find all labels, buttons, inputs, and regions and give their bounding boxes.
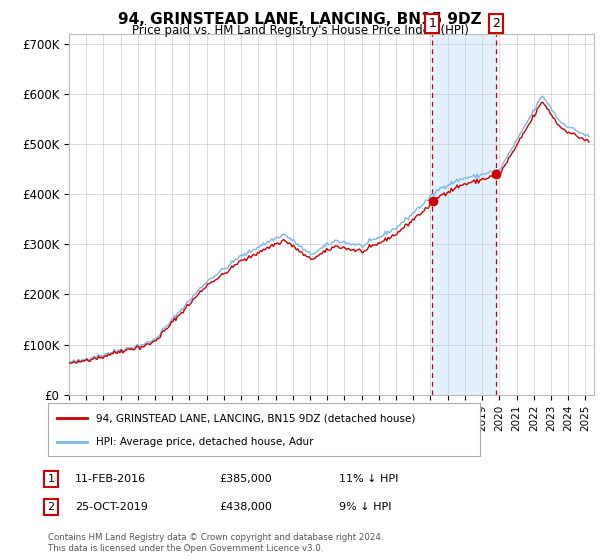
- Text: 2: 2: [47, 502, 55, 512]
- Text: Contains HM Land Registry data © Crown copyright and database right 2024.
This d: Contains HM Land Registry data © Crown c…: [48, 533, 383, 553]
- Text: £385,000: £385,000: [219, 474, 272, 484]
- Text: 1: 1: [428, 17, 436, 30]
- Text: 94, GRINSTEAD LANE, LANCING, BN15 9DZ (detached house): 94, GRINSTEAD LANE, LANCING, BN15 9DZ (d…: [95, 413, 415, 423]
- Text: 2: 2: [492, 17, 500, 30]
- Text: 11% ↓ HPI: 11% ↓ HPI: [339, 474, 398, 484]
- Text: 25-OCT-2019: 25-OCT-2019: [75, 502, 148, 512]
- Text: Price paid vs. HM Land Registry's House Price Index (HPI): Price paid vs. HM Land Registry's House …: [131, 24, 469, 37]
- Text: 11-FEB-2016: 11-FEB-2016: [75, 474, 146, 484]
- Text: 1: 1: [47, 474, 55, 484]
- Text: HPI: Average price, detached house, Adur: HPI: Average price, detached house, Adur: [95, 436, 313, 446]
- Text: £438,000: £438,000: [219, 502, 272, 512]
- Text: 9% ↓ HPI: 9% ↓ HPI: [339, 502, 391, 512]
- Text: 94, GRINSTEAD LANE, LANCING, BN15 9DZ: 94, GRINSTEAD LANE, LANCING, BN15 9DZ: [118, 12, 482, 27]
- Bar: [433, 34, 496, 395]
